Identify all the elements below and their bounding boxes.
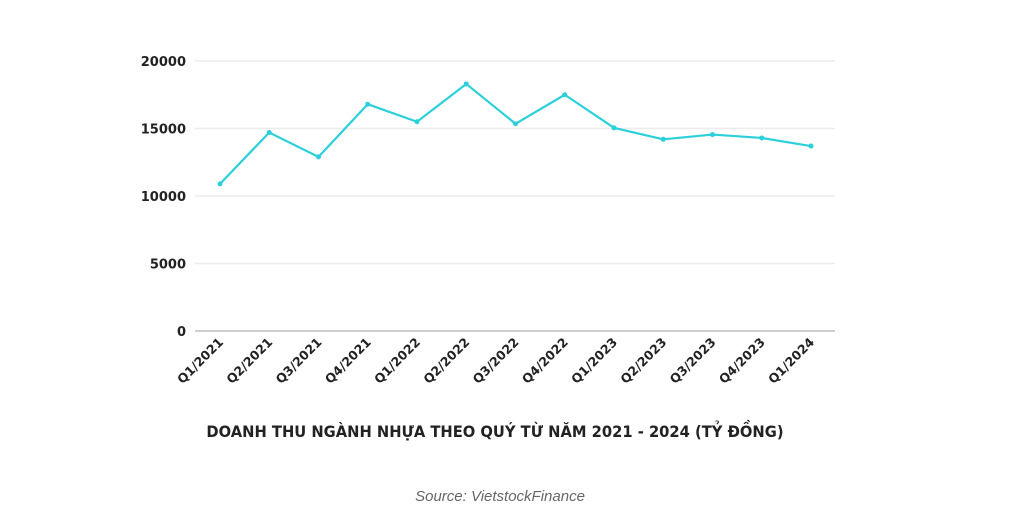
x-tick-label: Q3/2022	[470, 335, 522, 387]
x-tick-label: Q1/2022	[371, 335, 423, 387]
data-point	[808, 143, 814, 149]
data-point	[759, 135, 765, 141]
y-tick-label: 15000	[141, 123, 186, 138]
series-line	[219, 82, 812, 185]
data-point	[217, 181, 223, 187]
data-point	[611, 125, 617, 131]
y-tick-label: 10000	[141, 190, 186, 205]
data-point	[414, 119, 420, 125]
x-tick-label: Q1/2021	[174, 335, 226, 387]
source-caption: Source: VietstockFinance	[415, 488, 585, 505]
data-point	[266, 130, 272, 136]
x-tick-label: Q3/2021	[273, 335, 325, 387]
data-point	[660, 136, 666, 142]
data-point	[513, 121, 518, 127]
data-point	[365, 101, 371, 107]
data-point	[562, 92, 568, 98]
x-tick-label: Q2/2022	[420, 335, 472, 387]
x-tick-label: Q3/2023	[667, 335, 719, 387]
chart-title: DOANH THU NGÀNH NHỰA THEO QUÝ TỪ NĂM 202…	[206, 422, 784, 441]
y-tick-label: 5000	[150, 258, 186, 273]
data-point	[463, 81, 469, 87]
y-tick-label: 20000	[141, 55, 186, 70]
x-tick-label: Q4/2023	[716, 335, 768, 387]
y-tick-label: 0	[177, 325, 186, 340]
x-tick-label: Q4/2022	[519, 335, 571, 387]
x-tick-label: Q2/2023	[617, 335, 669, 387]
data-point	[710, 132, 715, 138]
x-tick-label: Q1/2023	[568, 335, 620, 387]
line-chart: 05000100001500020000Q1/2021Q2/2021Q3/202…	[141, 55, 835, 387]
data-point	[316, 154, 321, 160]
x-tick-label: Q4/2021	[322, 335, 374, 387]
x-tick-label: Q1/2024	[765, 334, 817, 386]
x-tick-label: Q2/2021	[223, 335, 275, 387]
